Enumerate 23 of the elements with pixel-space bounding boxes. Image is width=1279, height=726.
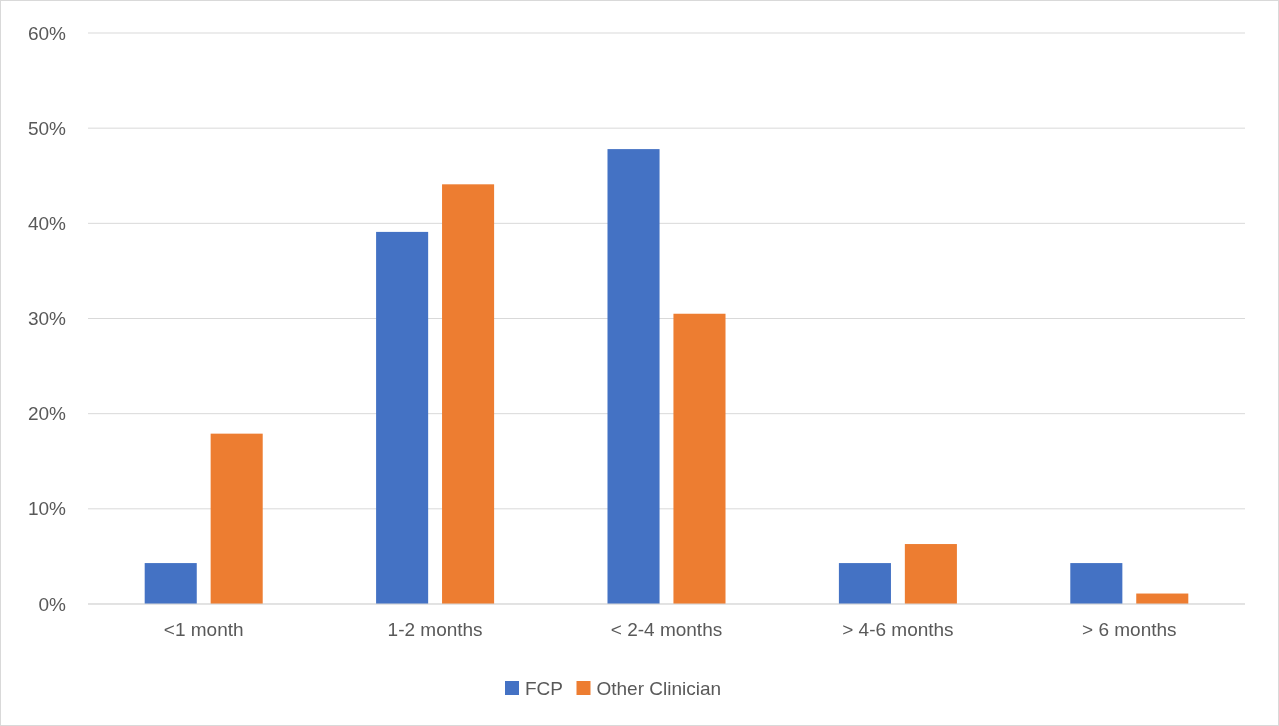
y-tick-label: 0% bbox=[38, 593, 67, 615]
bar bbox=[607, 149, 660, 604]
y-tick-label: 20% bbox=[27, 403, 67, 425]
bar bbox=[904, 544, 957, 604]
y-tick-label: 50% bbox=[27, 117, 67, 139]
bar bbox=[1070, 563, 1123, 604]
bar bbox=[442, 184, 495, 604]
bar bbox=[210, 433, 263, 604]
y-tick-label: 40% bbox=[27, 212, 67, 234]
bar bbox=[838, 563, 891, 604]
bar bbox=[144, 563, 197, 604]
legend-label: Other Clinician bbox=[596, 677, 722, 699]
y-tick-label: 10% bbox=[27, 498, 67, 520]
y-tick-label: 60% bbox=[27, 22, 67, 44]
x-tick-label: > 6 months bbox=[1082, 619, 1177, 640]
bar bbox=[376, 231, 429, 604]
x-tick-label: < 2-4 months bbox=[610, 619, 723, 640]
x-tick-label: > 4-6 months bbox=[842, 619, 954, 640]
x-tick-label: 1-2 months bbox=[387, 619, 483, 640]
y-tick-label: 30% bbox=[27, 308, 67, 330]
x-tick-label: <1 month bbox=[163, 619, 244, 640]
bar bbox=[673, 313, 726, 604]
legend-label: FCP bbox=[525, 677, 563, 699]
